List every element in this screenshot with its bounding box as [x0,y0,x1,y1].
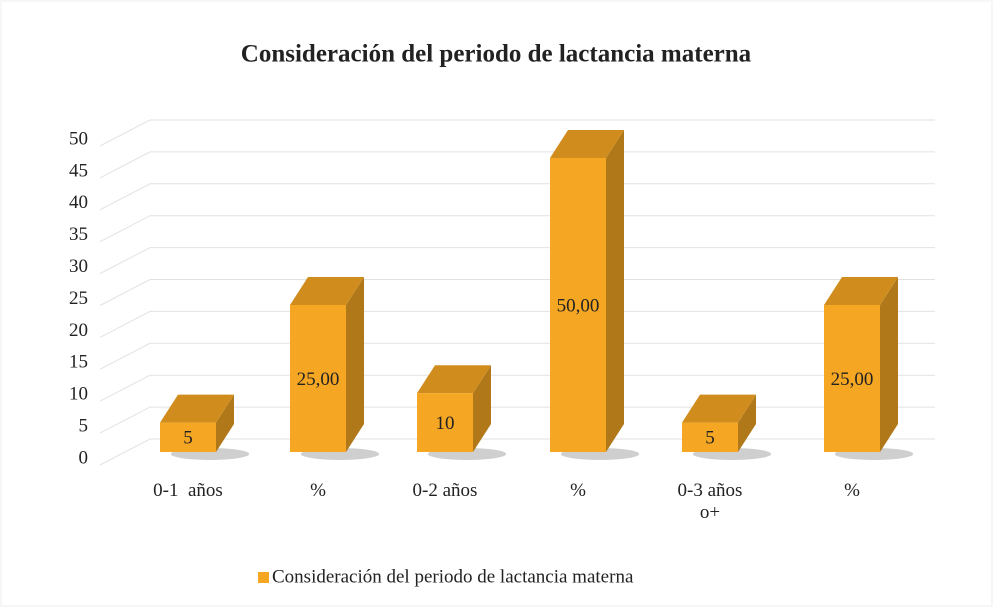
grid-line [99,215,935,243]
y-tick-label: 45 [69,160,88,181]
y-tick-label: 0 [79,447,89,468]
bar-top [290,277,364,305]
data-label: 5 [183,428,193,449]
bar-top [682,394,756,423]
y-tick-label: 35 [69,224,88,245]
data-label: 5 [705,428,715,449]
grid-line [99,438,935,466]
grid-line [99,183,935,211]
x-tick-label: % [310,480,326,501]
data-label: 50,00 [557,295,600,316]
grid-line [99,279,935,306]
y-tick-label: 15 [69,352,88,373]
bar-side [473,365,491,452]
bar-side [346,277,364,452]
grid-line [99,342,935,370]
grid-line [99,374,935,402]
grid-line [99,310,935,338]
bar-top [824,277,898,305]
bar-side [880,277,898,452]
legend-label: Consideración del periodo de lactancia m… [272,566,634,587]
data-label: 10 [436,413,455,434]
grid-line [99,406,935,434]
data-label: 25,00 [831,369,874,390]
data-label: 25,00 [297,369,340,390]
y-tick-label: 5 [79,415,89,436]
x-tick-label: 0-1 años [153,480,223,501]
bar [682,422,738,452]
x-tick-label: % [570,480,586,501]
chart-title: Consideración del periodo de lactancia m… [241,41,752,68]
y-tick-label: 25 [69,288,88,309]
bar [160,422,216,452]
bar [290,305,346,452]
bar-top [160,394,234,423]
bar-side [216,394,234,452]
grid-line [99,119,935,147]
bar-top [417,365,491,394]
bar [550,158,606,452]
y-tick-label: 20 [69,320,88,341]
grid-line [99,247,935,275]
bar-side [738,394,756,452]
legend-swatch [258,572,269,583]
bar [417,393,473,452]
x-tick-label: 0-2 años [412,480,478,501]
bar-side [606,130,624,452]
x-tick-label: 0-3 años o+ [677,480,748,523]
y-tick-label: 10 [69,384,88,405]
grid-line [99,151,935,179]
bar [824,305,880,452]
y-tick-label: 40 [69,192,88,213]
bar-top [550,130,624,158]
x-tick-label: % [844,480,860,501]
y-tick-label: 30 [69,256,88,277]
y-tick-label: 50 [69,128,88,149]
